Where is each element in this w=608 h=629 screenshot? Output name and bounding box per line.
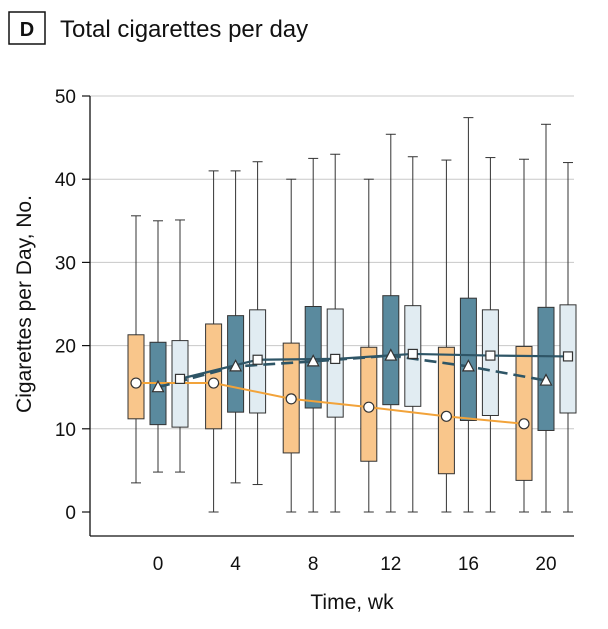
median-marker-dark_blue-week-4	[229, 359, 243, 372]
x-tick-label-8: 8	[308, 554, 319, 575]
y-tick-label-20: 20	[55, 337, 76, 358]
median-marker-light_blue-week-0	[174, 373, 186, 384]
y-tick-label-0: 0	[65, 503, 76, 524]
box-light_blue-week-4	[249, 161, 267, 486]
y-tick-label-50: 50	[55, 87, 76, 108]
median-lines	[136, 352, 569, 425]
median-marker-orange-week-8	[285, 393, 297, 405]
panel-letter-box	[8, 11, 46, 45]
box-orange-week-16	[437, 159, 455, 513]
x-tick-label-16: 16	[458, 554, 479, 575]
box-dark_blue-week-12	[382, 133, 400, 513]
boxes	[127, 117, 577, 513]
median-marker-light_blue-week-4	[252, 354, 263, 365]
x-axis-title: Time, wk	[310, 591, 394, 614]
box-dark_blue-week-8	[304, 157, 322, 513]
box-iqr	[127, 334, 145, 420]
box-iqr	[205, 323, 223, 430]
median-marker-orange-week-20	[518, 418, 530, 430]
median-marker-dark_blue-week-8	[306, 354, 320, 367]
median-marker-orange-week-0	[130, 377, 142, 389]
median-markers	[130, 348, 574, 430]
box-iqr	[437, 346, 455, 475]
axes: 0 10 20 30 40 50 0 4 8 12 16 20	[55, 87, 574, 575]
box-light_blue-week-8	[326, 153, 344, 513]
box-orange-week-4	[205, 170, 223, 513]
box-light_blue-week-16	[481, 157, 499, 513]
median-marker-dark_blue-week-20	[539, 373, 553, 386]
box-iqr	[515, 345, 533, 481]
panel-letter: D	[20, 19, 34, 41]
median-marker-light_blue-week-8	[330, 353, 341, 365]
median-marker-light_blue-week-12	[407, 348, 418, 360]
median-line-light_blue	[179, 352, 569, 380]
box-light_blue-week-0	[171, 219, 189, 473]
x-tick-label-12: 12	[380, 554, 401, 575]
panel-title: Total cigarettes per day	[60, 16, 308, 43]
median-marker-dark_blue-week-16	[461, 359, 475, 372]
panel-header: D Total cigarettes per day	[8, 11, 308, 45]
median-marker-dark_blue-week-0	[151, 379, 165, 393]
median-marker-orange-week-16	[440, 410, 452, 422]
median-line-dark_blue	[157, 354, 547, 389]
box-light_blue-week-12	[404, 156, 422, 513]
box-iqr	[537, 306, 555, 431]
x-tick-label-20: 20	[535, 554, 556, 575]
median-marker-dark_blue-week-12	[384, 348, 398, 361]
median-marker-orange-week-12	[363, 401, 375, 413]
box-dark_blue-week-16	[459, 117, 477, 513]
y-tick-label-30: 30	[55, 253, 76, 274]
box-dark_blue-week-0	[149, 220, 167, 473]
box-orange-week-20	[515, 158, 533, 513]
y-tick-label-40: 40	[55, 170, 76, 191]
box-orange-week-0	[127, 215, 145, 484]
box-light_blue-week-20	[559, 162, 577, 513]
x-tick-label-4: 4	[230, 554, 241, 575]
median-marker-light_blue-week-20	[562, 351, 574, 362]
median-marker-orange-week-4	[208, 377, 220, 389]
y-axis-title: Cigarettes per Day, No.	[13, 195, 36, 413]
box-dark_blue-week-20	[537, 123, 555, 513]
x-tick-label-0: 0	[153, 554, 164, 575]
box-orange-week-8	[282, 178, 300, 513]
median-line-orange	[136, 382, 525, 425]
box-dark_blue-week-4	[227, 170, 245, 484]
y-tick-label-10: 10	[55, 420, 76, 441]
median-marker-light_blue-week-16	[485, 350, 496, 361]
box-iqr	[481, 309, 499, 416]
